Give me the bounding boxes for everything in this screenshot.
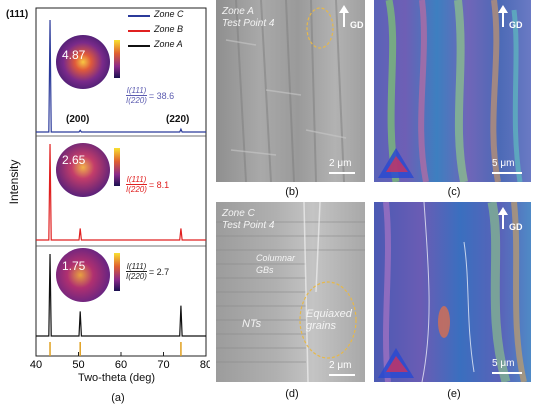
legend-line-zone-c	[128, 15, 150, 17]
pole-figure-a	[56, 248, 120, 302]
scaletext-e: 5 μm	[492, 358, 515, 369]
scaletext-d: 2 μm	[329, 360, 352, 371]
ratio-zone-c: I(111) I(220) = 38.6	[126, 86, 174, 105]
x-tick-label-60: 60	[115, 359, 127, 371]
sem-d-line2: Test Point 4	[222, 220, 275, 231]
ebsd-texture-e	[378, 202, 527, 382]
panel-label-c: (c)	[447, 186, 461, 198]
gd-arrow-b	[339, 5, 349, 32]
sem-b-line1: Zone A	[222, 6, 254, 17]
pole-figure-b	[56, 143, 120, 197]
y-axis-label: Intensity	[7, 159, 21, 205]
legend-line-zone-b	[128, 30, 150, 32]
x-tick-label-70: 70	[157, 359, 169, 371]
ratio-den-a: I(220)	[126, 272, 147, 281]
equiaxed-label-d: Equiaxed grains	[306, 308, 352, 332]
ratio-value-b: = 8.1	[148, 179, 170, 190]
ratio-num-c: I(111)	[126, 86, 147, 96]
gd-arrow-c	[498, 5, 508, 32]
peak-label-111: (111)	[6, 9, 29, 20]
xrd-panel: 40 50 60 70 80 Intensity Two-theta (deg) (a)…	[0, 0, 210, 414]
x-tick-label-40: 40	[30, 359, 42, 371]
ratio-num-a: I(111)	[126, 262, 147, 272]
ebsd-image-c: GD 5 μm	[374, 0, 531, 182]
scalebar-e	[492, 372, 522, 374]
equiaxed-ellipse-d	[299, 281, 357, 359]
scalebar-d	[329, 374, 355, 376]
nts-label-d: NTs	[242, 318, 262, 330]
x-axis-label: Two-theta (deg)	[78, 372, 156, 384]
panel-label-d: (d)	[285, 388, 299, 400]
series-line-zone-c	[36, 19, 206, 133]
panel-label-a: (a)	[111, 392, 125, 404]
peak-label-220: (220)	[166, 114, 190, 125]
gd-text-e: GD	[509, 222, 523, 232]
gd-text-b: GD	[350, 20, 364, 30]
panel-label-b: (b)	[285, 186, 299, 198]
series-line-zone-b	[36, 143, 206, 241]
ratio-value-c: = 38.6	[148, 90, 175, 101]
sem-texture-d	[216, 202, 365, 382]
inset-value-a: 1.75	[62, 259, 86, 273]
ratio-den-b: I(220)	[126, 185, 147, 194]
x-tick-label-80: 80	[200, 359, 210, 371]
sem-image-b: Zone A Test Point 4 GD 2 μm	[216, 0, 365, 182]
ratio-zone-b: I(111) I(220) = 8.1	[126, 175, 169, 194]
columnar-label-d: Columnar GBs	[256, 253, 296, 275]
gd-arrow-e	[498, 207, 508, 234]
legend-line-zone-a	[128, 45, 150, 47]
highlight-ellipse-b	[306, 7, 334, 49]
ratio-value-a: = 2.7	[148, 266, 170, 277]
ebsd-texture-c	[378, 0, 523, 182]
sem-image-d: Zone C Test Point 4 Columnar GBs NTs Equ…	[216, 202, 365, 382]
series-line-zone-a	[36, 253, 206, 337]
ratio-num-b: I(111)	[126, 175, 147, 185]
scalebar-b	[329, 172, 355, 174]
scalebar-c	[492, 172, 522, 174]
sem-texture-b	[225, 0, 347, 182]
ratio-zone-a: I(111) I(220) = 2.7	[126, 262, 169, 281]
inset-value-c: 4.87	[62, 48, 86, 62]
legend-text-zone-a: Zone A	[154, 39, 183, 49]
ratio-den-c: I(220)	[126, 96, 147, 105]
ebsd-image-e: GD 5 μm	[374, 202, 531, 382]
scaletext-c: 5 μm	[492, 158, 515, 169]
panel-label-e: (e)	[447, 388, 461, 400]
pole-figure-c	[56, 35, 120, 89]
legend-text-zone-b: Zone B	[154, 24, 184, 34]
x-tick-label-50: 50	[72, 359, 84, 371]
scaletext-b: 2 μm	[329, 158, 352, 169]
xrd-chart: 40 50 60 70 80	[30, 7, 210, 371]
legend-text-zone-c: Zone C	[154, 9, 184, 19]
sem-b-line2: Test Point 4	[222, 18, 275, 29]
inset-value-b: 2.65	[62, 153, 86, 167]
gd-text-c: GD	[509, 20, 523, 30]
peak-label-200: (200)	[66, 114, 90, 125]
sem-d-line1: Zone C	[222, 208, 255, 219]
